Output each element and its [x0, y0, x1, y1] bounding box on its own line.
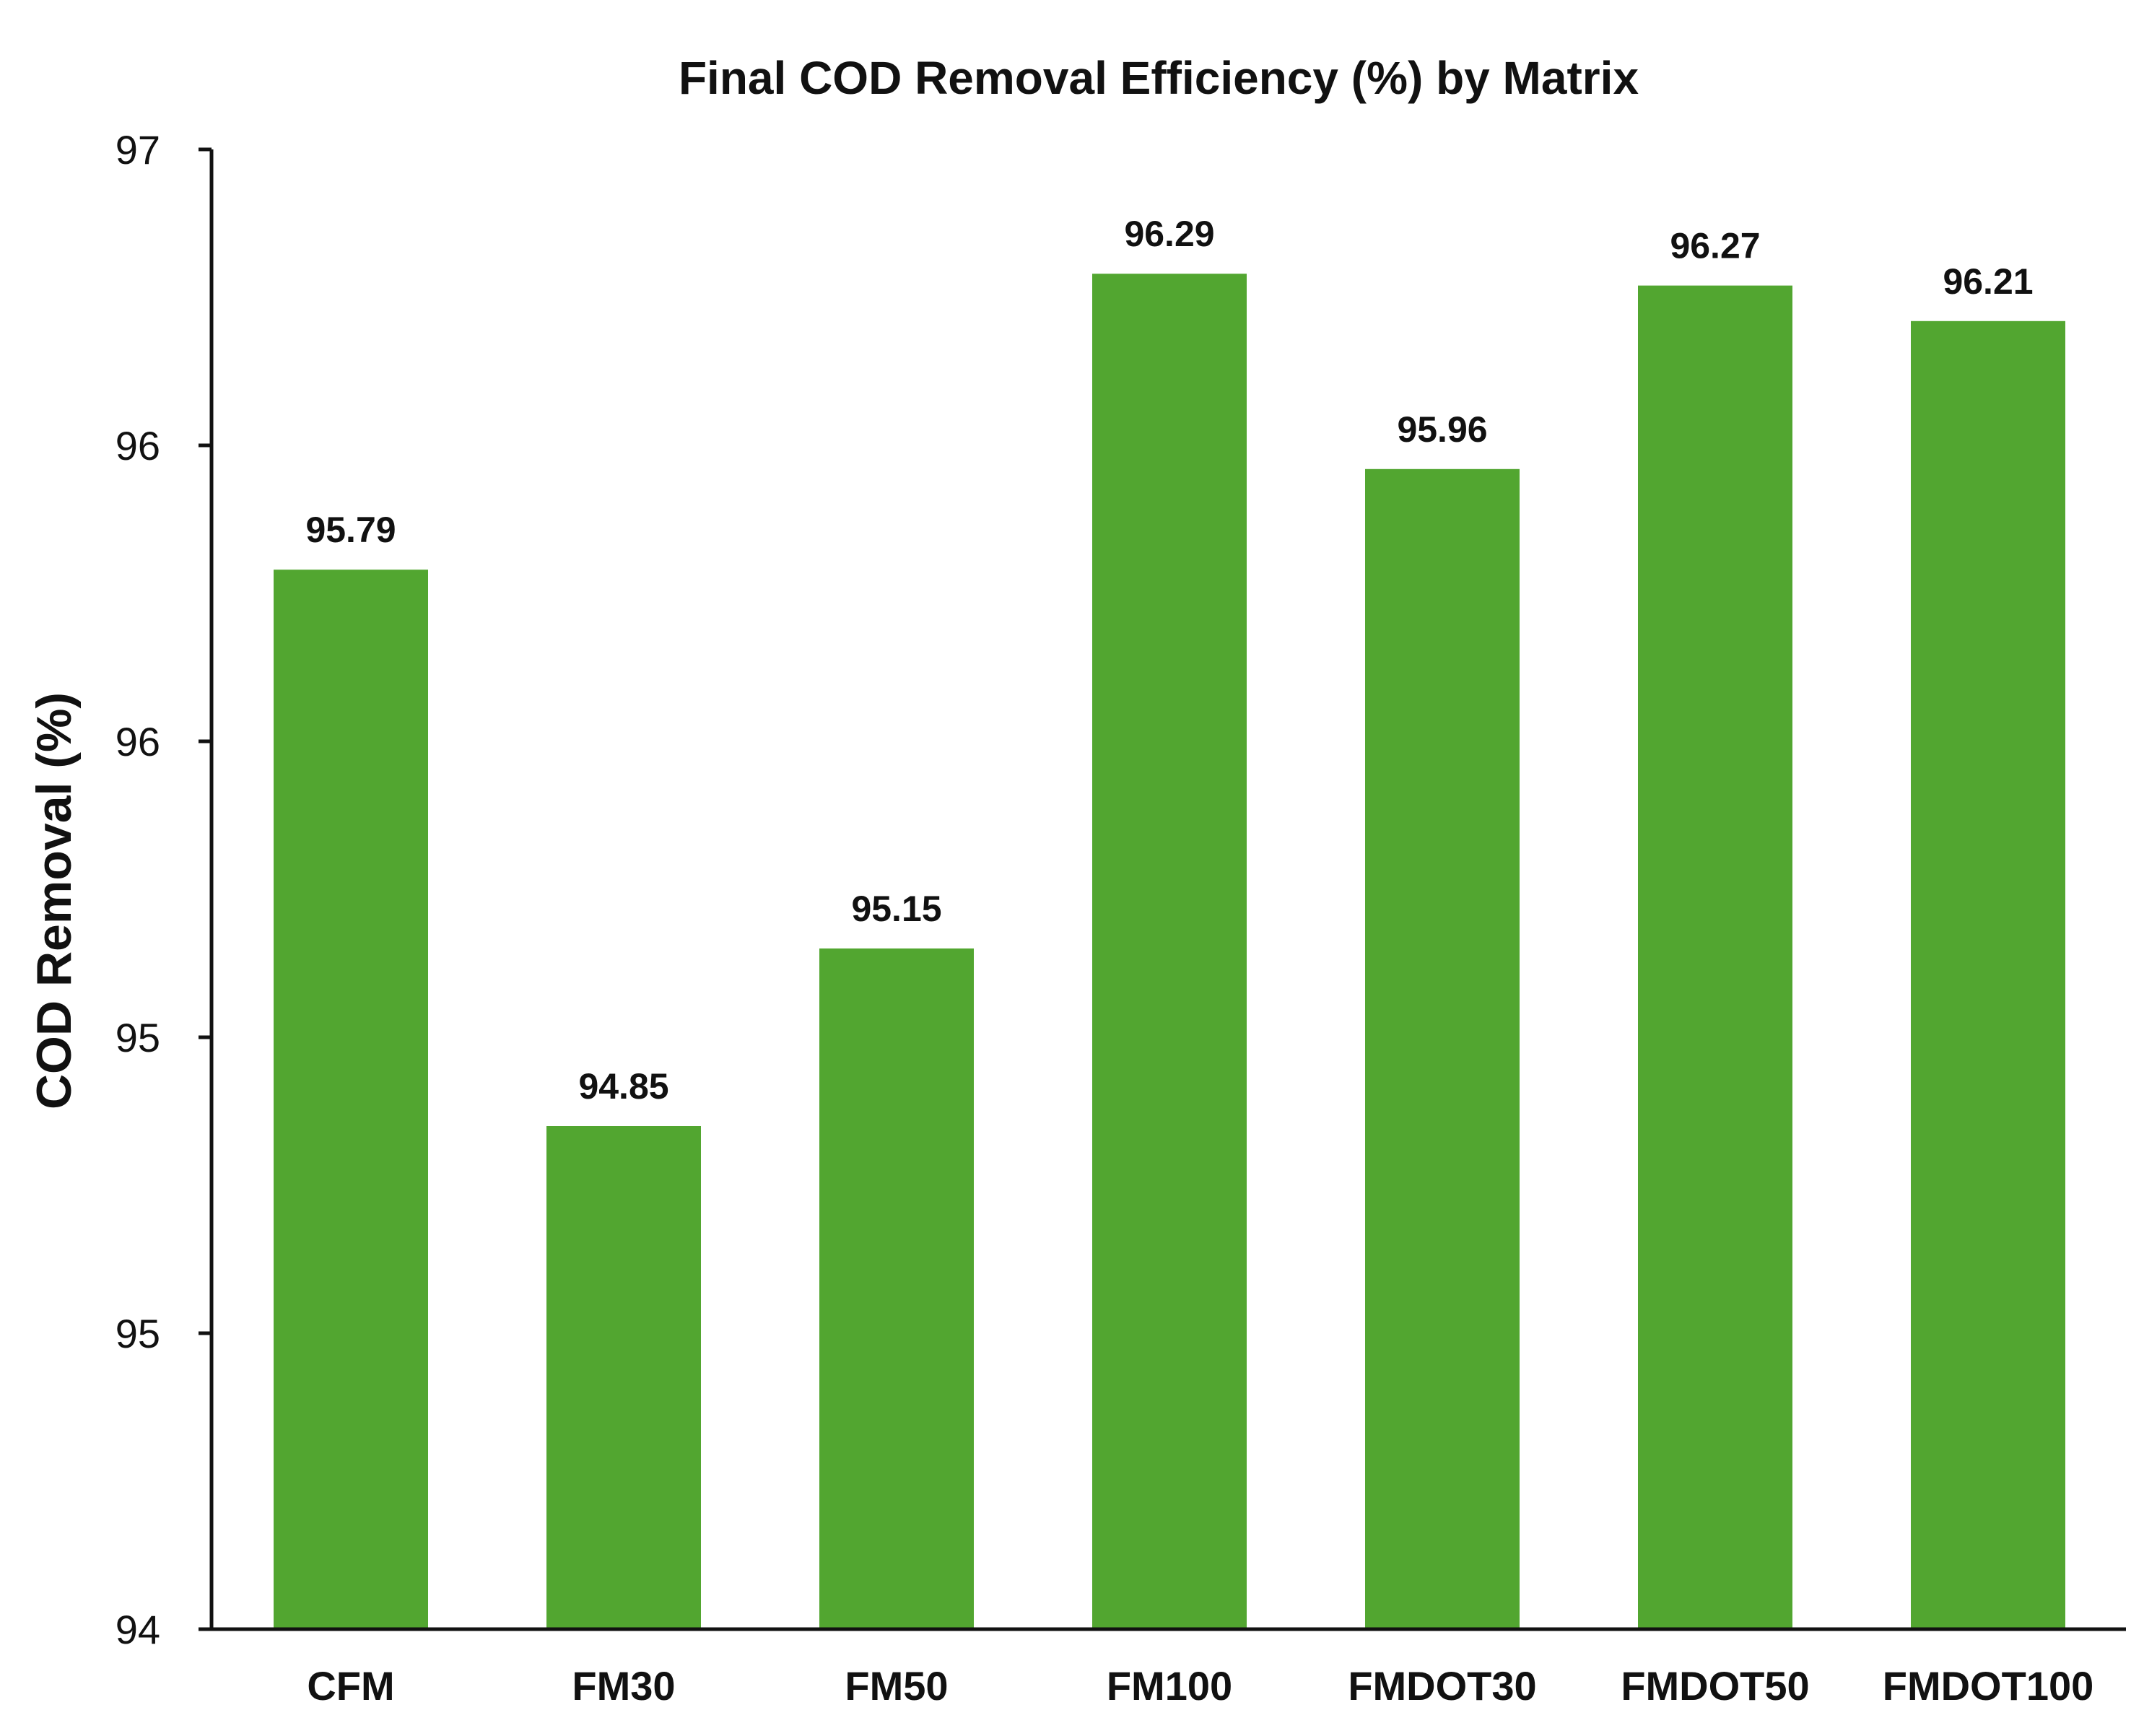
bar-fm100	[1092, 274, 1247, 1630]
axes-layer	[209, 149, 2126, 1631]
data-label-fmdot30: 95.96	[1397, 409, 1487, 450]
y-tick-label: 95	[116, 1311, 160, 1356]
x-tick-label-fm100: FM100	[1107, 1663, 1232, 1709]
bar-fmdot100	[1911, 320, 2065, 1629]
x-tick-label-fmdot30: FMDOT30	[1348, 1663, 1536, 1709]
y-tick-label: 97	[116, 127, 160, 173]
y-ticks-layer: 94 95 95 96 96 97	[116, 127, 212, 1652]
data-label-fmdot50: 96.27	[1670, 226, 1760, 266]
y-axis-label: COD Removal (%)	[27, 692, 82, 1109]
x-labels-layer: CFM FM30 FM50 FM100 FMDOT30 FMDOT50 FMDOT100	[307, 1663, 2093, 1709]
bar-fm50	[819, 948, 974, 1629]
x-tick-label-fm30: FM30	[572, 1663, 675, 1709]
x-tick-label-fmdot100: FMDOT100	[1883, 1663, 2094, 1709]
y-tick-label: 96	[116, 719, 160, 764]
bar-fmdot30	[1365, 468, 1520, 1629]
x-tick-label-fm50: FM50	[845, 1663, 948, 1709]
bars-layer	[274, 274, 2065, 1630]
y-tick-label: 95	[116, 1015, 160, 1060]
bar-cfm	[274, 570, 428, 1630]
x-tick-label-cfm: CFM	[307, 1663, 394, 1709]
data-label-fm100: 96.29	[1124, 214, 1214, 254]
data-label-fm50: 95.15	[851, 889, 941, 929]
y-tick-label: 94	[116, 1607, 160, 1652]
chart-title: Final COD Removal Efficiency (%) by Matr…	[679, 52, 1639, 104]
data-label-fmdot100: 96.21	[1943, 261, 2033, 302]
y-tick-label: 96	[116, 423, 160, 468]
bar-fm30	[546, 1126, 701, 1629]
data-label-fm30: 94.85	[578, 1066, 668, 1107]
data-label-cfm: 95.79	[305, 510, 396, 550]
x-tick-label-fmdot50: FMDOT50	[1621, 1663, 1809, 1709]
data-labels-layer: 95.79 94.85 95.15 96.29 95.96 96.27 96.21	[305, 214, 2033, 1107]
bar-fmdot50	[1638, 285, 1792, 1630]
